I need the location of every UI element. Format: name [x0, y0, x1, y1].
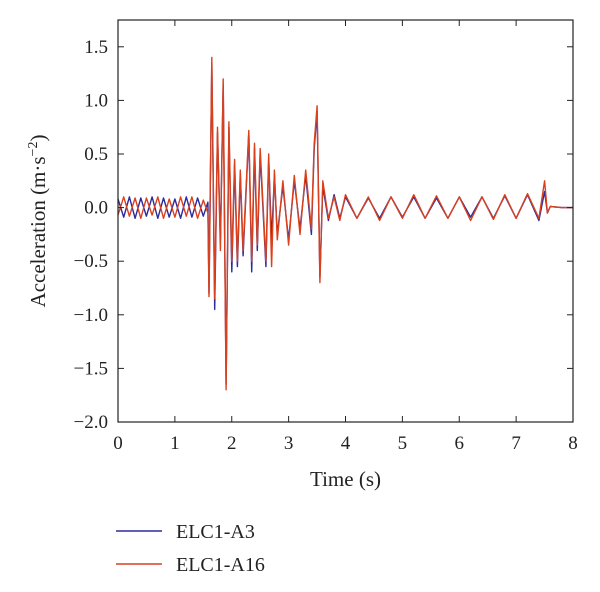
y-tick-label: −1.5	[74, 358, 108, 379]
x-tick-label: 8	[568, 433, 578, 454]
x-tick-label: 6	[455, 433, 465, 454]
legend-label-2: ELC1-A16	[176, 554, 265, 576]
y-tick-label: 1.0	[84, 90, 108, 111]
x-tick-label: 5	[398, 433, 408, 454]
ticks-layer: 0 1 2 3 4 5 6 7 8 1.5 1.0 0.5 0.0 −0.5 −1.0 −1.5 −2.0	[74, 20, 578, 454]
y-tick-label: −0.5	[74, 251, 108, 272]
y-axis-label: Acceleration (m·s−2)	[26, 135, 50, 308]
y-axis-label-superscript: −2	[26, 142, 41, 157]
x-tick-label: 0	[113, 433, 123, 454]
plot-frame	[117, 19, 574, 423]
series-layer	[117, 56, 573, 391]
x-tick-label: 7	[511, 433, 521, 454]
y-axis-label-close: )	[26, 135, 50, 142]
series-line-1	[117, 62, 573, 386]
y-tick-label: −2.0	[74, 412, 108, 433]
legend: ELC1-A3 ELC1-A16	[116, 521, 265, 576]
y-tick-label: 1.5	[84, 37, 108, 58]
y-tick-label: −1.0	[74, 305, 108, 326]
x-tick-label: 4	[341, 433, 351, 454]
y-tick-label: 0.0	[84, 198, 108, 219]
x-axis-label: Time (s)	[310, 467, 381, 491]
x-tick-label: 1	[170, 433, 180, 454]
x-tick-label: 2	[227, 433, 237, 454]
x-tick-label: 3	[284, 433, 294, 454]
series-line-2	[117, 56, 573, 391]
y-tick-label: 0.5	[84, 144, 108, 165]
legend-label-1: ELC1-A3	[176, 521, 255, 543]
